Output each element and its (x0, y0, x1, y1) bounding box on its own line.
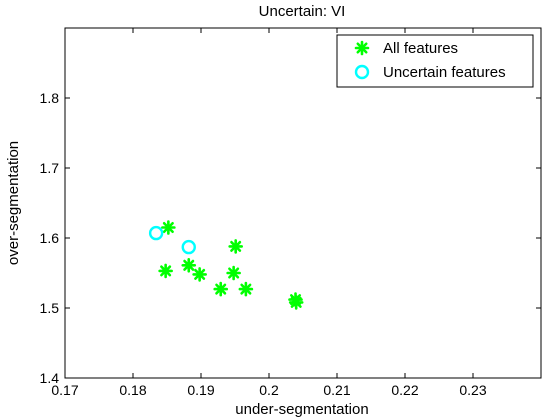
x-tick-label: 0.23 (459, 382, 486, 398)
legend-circle-icon (354, 64, 370, 80)
legend-marker-uncertain-features (354, 64, 370, 80)
y-tick-label: 1.4 (40, 370, 60, 386)
data-points (148, 220, 304, 310)
data-point-all-features (181, 257, 197, 273)
data-point-uncertain-features (181, 239, 196, 255)
x-axis-label: under-segmentation (235, 401, 368, 418)
legend-box (336, 34, 534, 88)
x-tick-label: 0.22 (391, 382, 418, 398)
legend-asterisk-icon (354, 40, 370, 56)
data-point-all-features (158, 263, 173, 279)
legend-label-all-features: All features (383, 40, 458, 57)
data-point-all-features (161, 220, 176, 235)
y-tick-label: 1.5 (40, 300, 60, 316)
x-tick-label: 0.2 (259, 382, 279, 398)
legend-marker-all-features (354, 40, 370, 56)
data-point-all-features (288, 295, 304, 310)
x-tick-label: 0.21 (323, 382, 350, 398)
y-tick-label: 1.8 (40, 90, 60, 106)
data-point-all-features (192, 267, 207, 282)
legend-label-uncertain-features: Uncertain features (383, 64, 506, 81)
y-axis: 1.4 1.5 1.6 1.7 1.8 (40, 90, 541, 386)
data-point-all-features (228, 239, 243, 254)
x-tick-label: 0.18 (119, 382, 146, 398)
data-point-uncertain-features (148, 225, 164, 241)
chart-title: Uncertain: VI (259, 3, 346, 20)
data-point-all-features (226, 265, 241, 281)
y-tick-label: 1.6 (40, 230, 60, 246)
y-tick-label: 1.7 (40, 160, 60, 176)
x-axis: 0.17 0.18 0.19 0.2 0.21 0.22 0.23 (51, 28, 487, 398)
data-point-all-features (238, 281, 254, 297)
x-tick-label: 0.19 (187, 382, 214, 398)
y-axis-label: over-segmentation (5, 141, 22, 265)
x-tick-label: 0.17 (51, 382, 78, 398)
legend: All features Uncertain features (336, 34, 534, 88)
data-point-all-features (213, 281, 229, 297)
